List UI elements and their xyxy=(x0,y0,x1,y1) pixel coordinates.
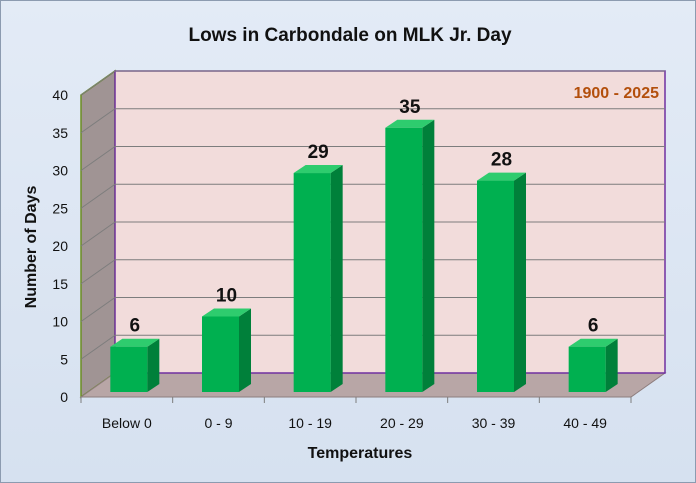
bar-top xyxy=(385,119,435,128)
bar-front xyxy=(385,127,423,392)
y-tick-label: 20 xyxy=(52,238,68,254)
x-tick-label: Below 0 xyxy=(102,415,152,431)
x-tick-label: 0 - 9 xyxy=(204,415,232,431)
y-tick-label: 25 xyxy=(52,200,68,216)
gridline-side xyxy=(80,221,116,247)
data-label: 28 xyxy=(491,150,512,171)
y-tick-label: 35 xyxy=(52,125,68,141)
bar xyxy=(477,172,526,392)
year-range-label: 1900 - 2025 xyxy=(574,85,660,102)
gridline-side xyxy=(80,70,116,96)
data-label: 6 xyxy=(588,316,599,337)
x-axis-ticks: Below 0 0 - 9 10 - 19 20 - 29 30 - 39 40 - 49 xyxy=(80,397,632,431)
gridline-side xyxy=(80,146,116,171)
chart-title: Lows in Carbondale on MLK Jr. Day xyxy=(188,25,511,46)
y-tick-label: 15 xyxy=(52,276,68,292)
bars xyxy=(110,119,618,392)
bar-side xyxy=(422,119,435,392)
data-label: 29 xyxy=(308,142,329,163)
data-labels: 6 10 29 35 28 6 xyxy=(130,97,599,337)
bar-side xyxy=(330,165,343,392)
x-tick-label: 20 - 29 xyxy=(380,415,424,431)
data-label: 35 xyxy=(399,97,421,118)
x-tick-label: 10 - 19 xyxy=(288,415,332,431)
bar-side xyxy=(514,172,526,392)
gridline-side xyxy=(80,108,116,134)
y-tick-label: 10 xyxy=(52,314,68,330)
bar-side xyxy=(147,338,160,392)
bar-top xyxy=(202,308,251,317)
y-tick-label: 40 xyxy=(52,87,68,103)
x-tick-label: 30 - 39 xyxy=(472,415,516,431)
gridline-side xyxy=(80,297,116,322)
y-tick-label: 5 xyxy=(60,351,68,367)
bar-front xyxy=(202,316,239,392)
gridline-side xyxy=(80,259,116,285)
gridline-side xyxy=(80,334,116,360)
data-label: 10 xyxy=(216,286,237,307)
bar-top xyxy=(568,338,618,347)
bar-side xyxy=(239,308,251,392)
bar-front xyxy=(293,173,331,392)
bar xyxy=(202,308,251,392)
bar-front xyxy=(477,180,514,392)
bar-top xyxy=(110,338,160,347)
bar-top xyxy=(293,165,343,174)
y-axis-ticks: 0 5 10 15 20 25 30 35 40 xyxy=(52,87,68,405)
bar-front xyxy=(110,346,148,392)
data-label: 6 xyxy=(130,316,141,337)
bar-top xyxy=(477,172,526,181)
y-tick-label: 0 xyxy=(60,389,68,405)
bar xyxy=(293,165,343,392)
bar xyxy=(568,338,618,392)
bar xyxy=(110,338,160,392)
x-tick-label: 40 - 49 xyxy=(563,415,607,431)
x-axis-label: Temperatures xyxy=(308,445,413,462)
bar xyxy=(385,119,435,392)
y-axis-label: Number of Days xyxy=(23,186,40,309)
bar-front xyxy=(568,346,606,392)
bar-side xyxy=(605,338,618,392)
gridline-side xyxy=(80,183,116,209)
y-tick-label: 30 xyxy=(52,163,68,179)
